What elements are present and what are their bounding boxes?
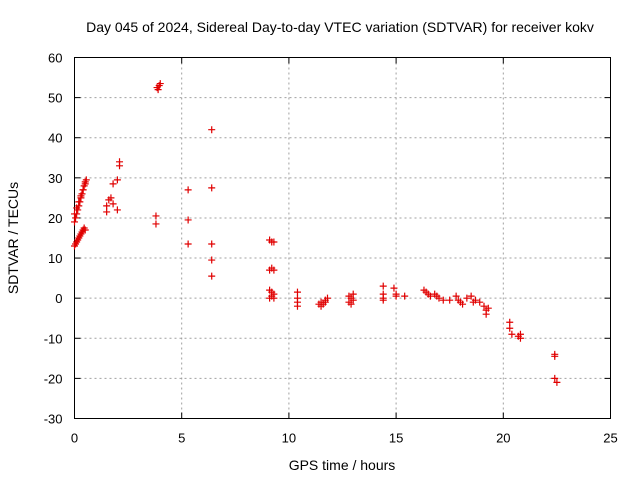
data-point: [349, 290, 357, 298]
grid: [74, 57, 611, 419]
data-point: [471, 296, 479, 304]
data-point: [506, 324, 514, 332]
y-tick-label: 30: [48, 171, 62, 186]
data-point: [379, 282, 387, 290]
y-tick-label: 10: [48, 251, 62, 266]
data-point: [446, 296, 454, 304]
data-point: [293, 302, 301, 310]
y-tick-label: 50: [48, 91, 62, 106]
data-point: [77, 192, 85, 200]
data-point: [270, 238, 278, 246]
x-axis: 0 5 10 15 20 25: [71, 57, 618, 446]
data-point: [435, 294, 443, 302]
data-point: [82, 176, 90, 184]
data-point: [476, 298, 484, 306]
data-point: [323, 294, 331, 302]
data-point: [426, 292, 434, 300]
data-point: [390, 284, 398, 292]
y-tick-label: 40: [48, 131, 62, 146]
x-tick-label: 0: [71, 431, 78, 446]
chart-title: Day 045 of 2024, Sidereal Day-to-day VTE…: [86, 19, 594, 35]
data-point: [379, 296, 387, 304]
data-point: [467, 292, 475, 300]
data-point: [401, 292, 409, 300]
data-point: [321, 298, 329, 306]
data-point: [81, 226, 89, 234]
data-point: [184, 240, 192, 248]
data-point: [208, 240, 216, 248]
data-point: [508, 330, 516, 338]
data-point: [349, 296, 357, 304]
data-point: [109, 200, 117, 208]
data-point: [551, 352, 559, 360]
data-point: [79, 186, 87, 194]
data-point: [75, 198, 83, 206]
data-point: [270, 266, 278, 274]
data-point: [516, 334, 524, 342]
data-point: [459, 300, 467, 308]
data-point: [439, 296, 447, 304]
data-point: [152, 212, 160, 220]
data-points: [71, 80, 561, 386]
data-point: [506, 318, 514, 326]
y-tick-label: 60: [48, 51, 62, 66]
data-point: [113, 206, 121, 214]
data-point: [71, 218, 78, 226]
data-point: [153, 84, 161, 92]
data-point: [392, 292, 400, 300]
y-axis-label: SDTVAR / TECUs: [5, 182, 21, 294]
y-tick-label: -30: [44, 412, 63, 427]
data-point: [208, 256, 216, 264]
data-point: [71, 210, 78, 218]
y-tick-label: 20: [48, 211, 62, 226]
y-axis: -30 -20 -10 0 10 20 30 40 50 60: [44, 51, 611, 427]
x-tick-label: 25: [603, 431, 617, 446]
data-point: [103, 202, 111, 210]
data-point: [480, 302, 488, 310]
data-point: [208, 184, 216, 192]
data-point: [184, 216, 192, 224]
data-point: [72, 214, 80, 222]
data-point: [463, 294, 471, 302]
data-point: [116, 158, 124, 166]
data-point: [317, 302, 325, 310]
data-point: [184, 186, 192, 194]
data-point: [208, 126, 216, 134]
data-point: [109, 180, 117, 188]
x-tick-label: 15: [389, 431, 403, 446]
data-point: [208, 272, 216, 280]
data-point: [152, 220, 160, 228]
data-point: [551, 374, 559, 382]
data-point: [156, 80, 164, 88]
x-tick-label: 5: [178, 431, 185, 446]
plot-frame: [74, 57, 611, 419]
data-point: [81, 180, 89, 188]
y-tick-label: -10: [44, 331, 63, 346]
data-point: [482, 310, 490, 318]
x-axis-label: GPS time / hours: [289, 457, 396, 473]
x-tick-label: 20: [496, 431, 510, 446]
data-point: [452, 292, 460, 300]
data-point: [107, 194, 115, 202]
data-point: [553, 378, 561, 386]
data-point: [347, 300, 355, 308]
y-tick-label: -20: [44, 371, 63, 386]
data-point: [484, 304, 492, 312]
y-tick-label: 0: [55, 291, 62, 306]
data-point: [113, 176, 121, 184]
data-point: [293, 288, 301, 296]
data-point: [103, 208, 111, 216]
x-tick-label: 10: [282, 431, 296, 446]
data-point: [73, 204, 81, 212]
data-point: [270, 294, 278, 302]
